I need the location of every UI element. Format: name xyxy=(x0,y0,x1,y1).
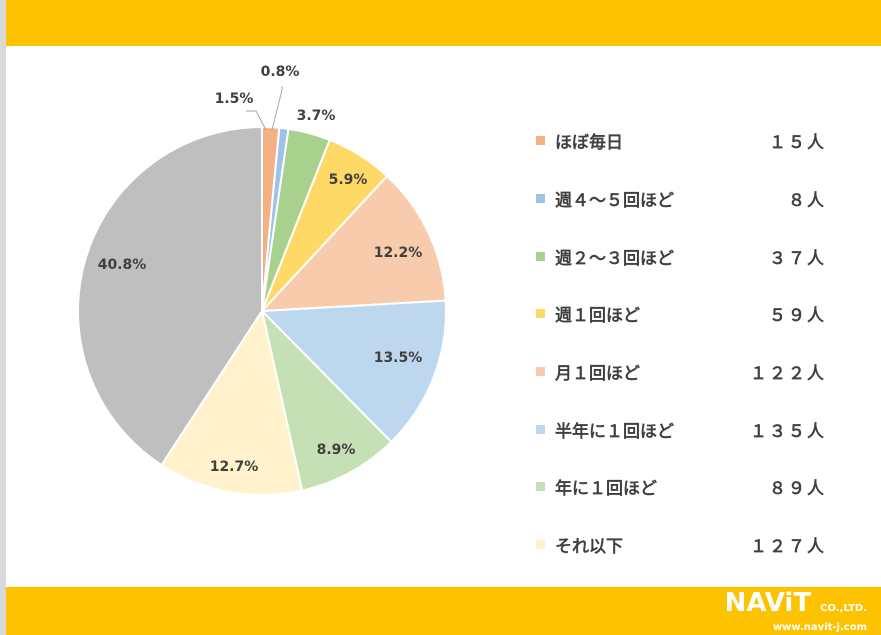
legend-label: 週２～３回ほど xyxy=(555,248,674,269)
bottom-banner xyxy=(6,587,881,635)
legend-item-7: それ以下 １２７人 xyxy=(536,516,836,574)
pie-slice-8 xyxy=(77,125,263,467)
legend-swatch xyxy=(536,424,545,434)
legend-count: ８人 xyxy=(788,191,826,212)
company-logo: NAViT CO.,LTD. www.navit-j.com xyxy=(717,588,867,633)
legend-swatch xyxy=(536,309,545,319)
legend-item-3: 週１回ほど ５９人 xyxy=(536,285,836,343)
legend-swatch xyxy=(536,540,545,550)
data-label-2: 3.7% xyxy=(297,108,336,124)
data-label-6: 8.9% xyxy=(317,442,356,458)
legend-count: ５９人 xyxy=(769,306,826,327)
logo-wordmark: NAViT CO.,LTD. xyxy=(724,588,867,618)
legend-item-6: 年に１回ほど ８９人 xyxy=(536,458,836,516)
pie-slice-7 xyxy=(160,308,304,496)
data-label-7: 12.7% xyxy=(210,459,259,475)
legend-count: １２２人 xyxy=(750,364,826,385)
data-label-3: 5.9% xyxy=(329,172,368,188)
data-label-5: 13.5% xyxy=(374,350,423,366)
pie-slice-4 xyxy=(259,174,447,313)
legend-label: 月１回ほど xyxy=(555,364,640,385)
chart-panel: 1.5% 0.8% 3.7% 5.9% 12.2% 13.5% 8.9% 12.7% 40.8%… xyxy=(6,46,881,615)
legend-label: 半年に１回ほど xyxy=(555,421,674,442)
legend-item-2: 週２～３回ほど ３７人 xyxy=(536,227,836,285)
legend: ほぼ毎日 １５人週４～５回ほど ８人週２～３回ほど ３７人週１回ほど ５９人月１回ほど １… xyxy=(536,112,836,631)
legend-swatch xyxy=(536,367,545,377)
legend-item-5: 半年に１回ほど １３５人 xyxy=(536,400,836,458)
legend-count: ８９人 xyxy=(769,479,826,500)
top-banner xyxy=(6,0,881,46)
legend-swatch xyxy=(536,482,545,492)
legend-item-4: 月１回ほど １２２人 xyxy=(536,343,836,401)
legend-swatch xyxy=(536,251,545,261)
pie-chart: 1.5% 0.8% 3.7% 5.9% 12.2% 13.5% 8.9% 12.7% 40.8% xyxy=(77,64,447,496)
data-label-1: 0.8% xyxy=(261,64,300,80)
legend-swatch xyxy=(536,194,545,204)
legend-count: １３５人 xyxy=(750,421,826,442)
legend-label: 週４～５回ほど xyxy=(555,191,674,212)
legend-item-1: 週４～５回ほど ８人 xyxy=(536,170,836,228)
pie-slice-5 xyxy=(259,299,447,444)
legend-label: 週１回ほど xyxy=(555,306,640,327)
pie-slice-6 xyxy=(260,307,393,492)
leader-line-1 xyxy=(271,86,283,131)
legend-item-0: ほぼ毎日 １５人 xyxy=(536,112,836,170)
data-label-4: 12.2% xyxy=(374,245,423,261)
legend-count: １２７人 xyxy=(750,537,826,558)
legend-label: それ以下 xyxy=(555,537,623,558)
leader-line-0 xyxy=(246,110,267,131)
logo-url: www.navit-j.com xyxy=(772,622,867,633)
data-label-8: 40.8% xyxy=(98,257,147,273)
legend-count: ３７人 xyxy=(769,248,826,269)
legend-swatch xyxy=(536,136,545,146)
data-label-0: 1.5% xyxy=(215,91,254,107)
legend-count: １５人 xyxy=(769,133,826,154)
legend-label: ほぼ毎日 xyxy=(555,133,623,154)
legend-label: 年に１回ほど xyxy=(555,479,657,500)
